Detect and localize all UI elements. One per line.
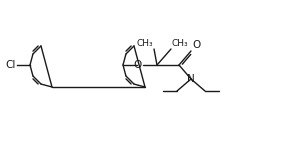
- Text: CH₃: CH₃: [136, 39, 153, 48]
- Text: Cl: Cl: [6, 60, 16, 70]
- Text: O: O: [134, 60, 142, 70]
- Text: O: O: [192, 40, 200, 50]
- Text: N: N: [187, 74, 195, 84]
- Text: CH₃: CH₃: [172, 39, 189, 48]
